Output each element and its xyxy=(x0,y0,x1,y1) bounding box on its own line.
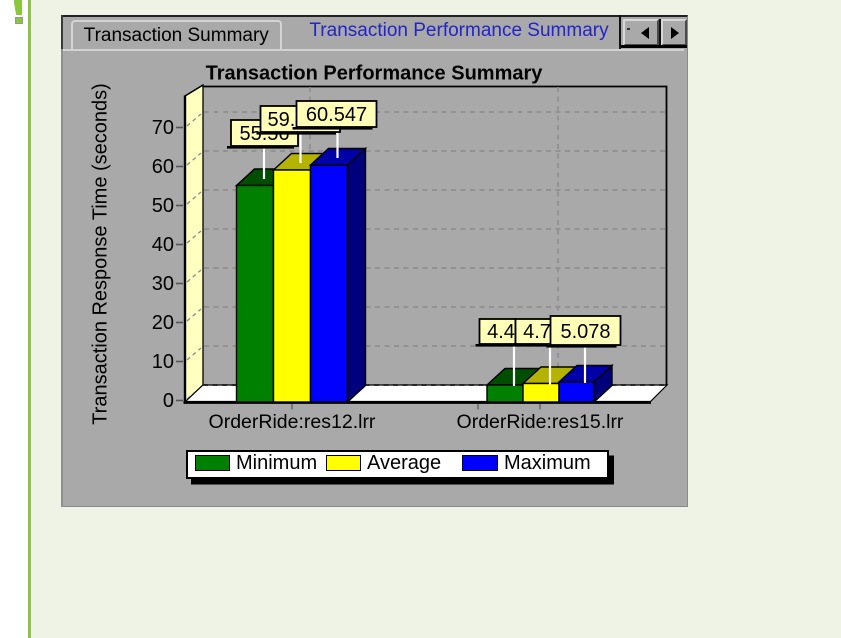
svg-text:20: 20 xyxy=(152,312,174,334)
svg-text:0: 0 xyxy=(163,390,174,412)
svg-text:10: 10 xyxy=(152,351,174,373)
svg-text:OrderRide:res12.lrr: OrderRide:res12.lrr xyxy=(209,411,376,433)
svg-text:OrderRide:res15.lrr: OrderRide:res15.lrr xyxy=(457,411,624,433)
svg-text:50: 50 xyxy=(152,195,174,217)
svg-text:60: 60 xyxy=(152,156,174,178)
svg-text:5.078: 5.078 xyxy=(560,321,610,343)
svg-text:4.7: 4.7 xyxy=(523,321,551,343)
svg-text:Transaction Performance Summar: Transaction Performance Summary xyxy=(206,63,544,85)
svg-text:Transaction Response Time (sec: Transaction Response Time (seconds) xyxy=(90,83,112,425)
svg-text:70: 70 xyxy=(152,117,174,139)
svg-text:30: 30 xyxy=(152,273,174,295)
svg-text:60.547: 60.547 xyxy=(306,104,367,126)
svg-text:40: 40 xyxy=(152,234,174,256)
svg-text:4.4: 4.4 xyxy=(487,321,515,343)
